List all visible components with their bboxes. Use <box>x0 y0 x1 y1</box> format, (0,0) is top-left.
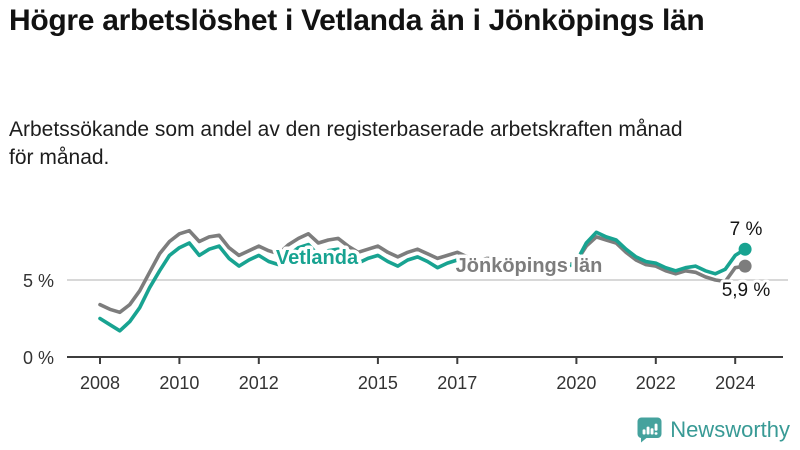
brand-name: Newsworthy <box>670 416 790 442</box>
x-tick-label: 2020 <box>556 373 596 393</box>
x-tick-label: 2008 <box>80 373 120 393</box>
x-tick-label: 2024 <box>715 373 755 393</box>
series-line-vetlanda <box>98 230 747 333</box>
end-annotation-jonkopings-lan: 5,9 % <box>722 280 771 301</box>
x-tick-label: 2010 <box>159 373 199 393</box>
x-tick-label: 2015 <box>358 373 398 393</box>
y-tick-label-0: 0 % <box>23 348 54 368</box>
page-subtitle: Arbetssökande som andel av den registerb… <box>9 118 683 170</box>
x-axis-ticks: 2008 2010 2012 2015 2017 2020 2022 2024 <box>80 357 755 393</box>
end-dot-jonkopings-lan <box>738 259 752 273</box>
end-dot-vetlanda <box>738 242 752 256</box>
bar-chart-speech-bubble-icon <box>637 417 662 443</box>
x-tick-label: 2017 <box>437 373 477 393</box>
end-annotation-vetlanda: 7 % <box>730 219 763 240</box>
x-tick-label: 2012 <box>239 373 279 393</box>
series-line-jonkopings-lan <box>98 228 747 315</box>
series-label-jonkopings-lan: Jönköpings län <box>456 255 603 277</box>
series-label-vetlanda: Vetlanda <box>276 247 359 269</box>
y-tick-label-5: 5 % <box>23 271 54 291</box>
page-title: Högre arbetslöshet i Vetlanda än i Jönkö… <box>9 4 705 37</box>
x-tick-label: 2022 <box>636 373 676 393</box>
newsworthy-brand-link[interactable]: Newsworthy <box>636 416 790 443</box>
